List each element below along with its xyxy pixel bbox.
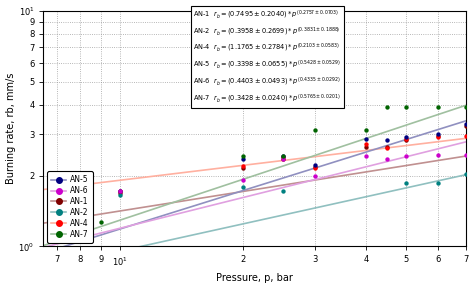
Point	[239, 157, 247, 161]
Point	[462, 123, 470, 128]
Point	[383, 146, 391, 150]
Point	[402, 104, 410, 109]
Point	[239, 164, 247, 168]
Point	[279, 154, 287, 158]
Point	[311, 166, 319, 171]
Point	[462, 134, 470, 138]
Point	[383, 104, 391, 109]
Point	[279, 157, 287, 161]
Point	[402, 137, 410, 142]
Point	[435, 181, 442, 186]
Point	[462, 152, 470, 157]
Point	[435, 104, 442, 109]
Point	[402, 138, 410, 143]
Point	[402, 135, 410, 140]
Point	[311, 164, 319, 169]
Point	[239, 154, 247, 158]
Point	[363, 142, 370, 146]
Point	[383, 157, 391, 161]
Point	[239, 185, 247, 190]
Point	[363, 144, 370, 149]
Point	[462, 122, 470, 127]
Text: AN-1  $r_b = (0.7495\pm0.2040) * p^{(0.2757\pm0.0703)}$
AN-2  $r_b = (0.3958\pm0: AN-1 $r_b = (0.7495\pm0.2040) * p^{(0.27…	[193, 8, 341, 105]
Point	[279, 157, 287, 161]
Point	[402, 181, 410, 186]
Y-axis label: Burning rate, rb, mm/s: Burning rate, rb, mm/s	[6, 73, 16, 184]
Point	[116, 191, 124, 196]
Point	[363, 154, 370, 158]
Point	[116, 189, 124, 193]
Point	[462, 104, 470, 109]
Point	[311, 173, 319, 178]
Point	[239, 177, 247, 182]
Point	[435, 134, 442, 138]
Point	[279, 189, 287, 193]
Point	[383, 144, 391, 149]
Point	[239, 166, 247, 171]
Point	[311, 162, 319, 167]
Point	[435, 152, 442, 157]
Point	[98, 220, 105, 224]
Point	[76, 220, 84, 224]
Point	[311, 128, 319, 132]
Point	[116, 189, 124, 193]
Point	[53, 216, 60, 220]
Legend: AN-5, AN-6, AN-1, AN-2, AN-4, AN-7: AN-5, AN-6, AN-1, AN-2, AN-4, AN-7	[47, 171, 92, 243]
Point	[116, 189, 124, 193]
Point	[435, 135, 442, 140]
Point	[116, 193, 124, 197]
Point	[279, 154, 287, 158]
Point	[402, 154, 410, 158]
Point	[363, 137, 370, 142]
Point	[363, 128, 370, 132]
X-axis label: Pressure, p, bar: Pressure, p, bar	[216, 273, 293, 284]
Point	[383, 138, 391, 143]
Point	[462, 172, 470, 177]
Point	[435, 132, 442, 136]
Point	[279, 155, 287, 159]
